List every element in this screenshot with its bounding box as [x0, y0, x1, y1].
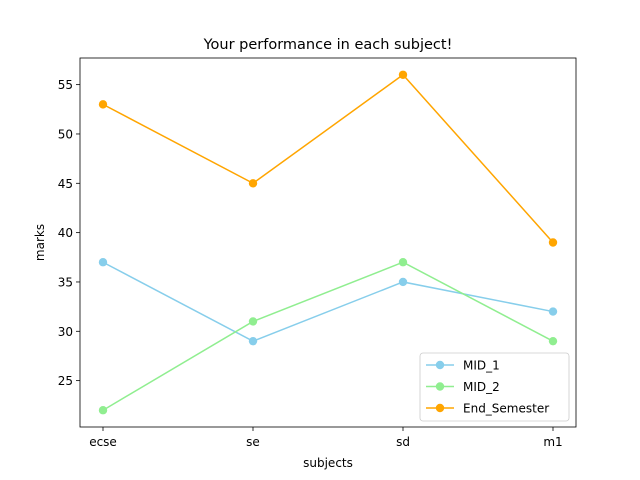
- data-point: [248, 336, 258, 346]
- x-tick-label: se: [246, 435, 260, 449]
- y-tick-label: 55: [58, 78, 73, 92]
- series-end-semester: [98, 70, 558, 247]
- legend-item: MID_1: [426, 359, 500, 373]
- y-tick-label: 30: [58, 325, 73, 339]
- legend-marker: [435, 382, 445, 391]
- legend-item: MID_2: [426, 380, 500, 394]
- y-axis: 25 30 35 40 45 50 55: [58, 78, 80, 388]
- legend-label: End_Semester: [463, 402, 549, 416]
- data-point: [398, 70, 408, 79]
- legend-item: End_Semester: [426, 402, 549, 416]
- data-point: [98, 258, 108, 267]
- legend-label: MID_1: [463, 359, 500, 373]
- data-point: [548, 238, 558, 247]
- legend-label: MID_2: [463, 380, 500, 394]
- legend-box: [419, 352, 570, 422]
- series-line: [102, 261, 554, 342]
- y-tick-label: 45: [58, 177, 73, 191]
- plot-area: [98, 70, 558, 415]
- y-axis-label: marks: [33, 224, 47, 261]
- legend: MID_1 MID_2 End_Semester: [419, 352, 570, 422]
- y-tick-label: 40: [58, 226, 73, 240]
- data-point: [248, 317, 258, 326]
- x-tick-label: sd: [396, 435, 410, 449]
- data-point: [248, 179, 258, 188]
- x-tick-label: m1: [543, 435, 562, 449]
- data-point: [548, 307, 558, 316]
- series-mid-2: [98, 258, 558, 415]
- data-point: [398, 277, 408, 287]
- y-tick-label: 25: [58, 374, 73, 388]
- y-tick-label: 35: [58, 275, 73, 289]
- series-mid-1: [98, 258, 558, 346]
- chart-title: Your performance in each subject!: [203, 37, 453, 53]
- data-point: [548, 336, 558, 346]
- data-point: [98, 406, 108, 415]
- y-tick-label: 50: [58, 127, 73, 141]
- data-point: [398, 258, 408, 267]
- series-line: [102, 261, 554, 411]
- x-tick-label: ecse: [89, 435, 117, 449]
- x-axis-label: subjects: [303, 456, 353, 470]
- data-point: [98, 100, 108, 109]
- axes-frame: [79, 57, 577, 428]
- legend-marker: [435, 403, 445, 413]
- legend-marker: [435, 360, 445, 370]
- series-line: [102, 73, 554, 243]
- x-axis: ecse se sd m1: [89, 427, 563, 449]
